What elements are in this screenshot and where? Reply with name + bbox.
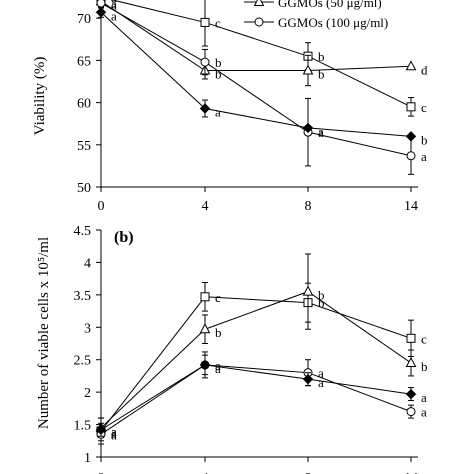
data-point-triangle (405, 60, 417, 71)
x-tick-label: 0 (98, 199, 105, 214)
panel-label: (b) (114, 229, 134, 246)
y-tick-label: 65 (77, 54, 91, 69)
significance-label: b (318, 49, 325, 64)
significance-label: b (318, 288, 325, 303)
series-line-diamond (100, 364, 412, 431)
data-point-diamond (199, 103, 211, 114)
significance-label: a (318, 366, 324, 381)
significance-label: a (318, 124, 324, 139)
x-tick-label: 14 (404, 471, 418, 474)
significance-label: b (421, 359, 428, 374)
significance-label: a (111, 424, 117, 439)
series-line-circle (100, 364, 412, 435)
significance-label: a (421, 149, 427, 164)
data-point-circle (96, 0, 106, 8)
significance-label: b (318, 67, 325, 82)
significance-label: a (421, 405, 427, 420)
x-tick-label: 4 (202, 471, 209, 474)
legend-marker-circle (254, 17, 264, 27)
y-axis-label: Number of viable cells x 10⁵/ml (36, 237, 52, 429)
significance-label: a (111, 427, 117, 442)
significance-label: c (421, 100, 427, 115)
significance-label: a (111, 424, 117, 439)
y-tick-label: 2 (84, 386, 91, 401)
x-tick-label: 4 (202, 199, 209, 214)
legend-marker-triangle (253, 0, 265, 6)
series-line-triangle (100, 291, 412, 429)
data-point-diamond (405, 131, 417, 142)
x-tick-label: 14 (404, 199, 418, 214)
data-point-diamond (95, 424, 107, 435)
significance-label: a (111, 426, 117, 441)
data-point-square (406, 333, 416, 343)
data-point-circle (200, 57, 210, 67)
significance-label: a (111, 0, 117, 5)
data-point-square (200, 17, 210, 27)
data-point-triangle (405, 356, 417, 367)
y-tick-label: 1 (84, 451, 91, 466)
significance-label: c (421, 331, 427, 346)
significance-label: a (111, 0, 117, 12)
significance-label: b (215, 67, 222, 82)
y-tick-label: 4 (84, 256, 91, 271)
y-tick-label: 3.5 (74, 289, 92, 304)
data-point-diamond (405, 388, 417, 400)
significance-label: a (215, 105, 221, 120)
data-point-circle (406, 151, 416, 161)
significance-label: b (318, 296, 325, 311)
y-tick-label: 50 (77, 181, 91, 196)
data-point-diamond (199, 359, 211, 371)
y-axis-label: Viability (%) (32, 57, 48, 136)
series-line-triangle (100, 0, 412, 72)
data-point-circle (406, 407, 416, 417)
significance-label: a (215, 361, 221, 376)
y-tick-label: 2.5 (74, 354, 92, 369)
significance-label: a (318, 375, 324, 390)
significance-label: a (215, 358, 221, 373)
y-tick-label: 3 (84, 321, 91, 336)
y-tick-label: 4.5 (74, 224, 92, 239)
series-line-square (110, 0, 412, 108)
significance-label: b (215, 55, 222, 70)
y-tick-label: 60 (77, 97, 91, 112)
data-point-triangle (199, 323, 211, 334)
data-point-triangle (302, 64, 314, 75)
data-point-diamond (302, 373, 314, 385)
significance-label: a (111, 0, 117, 11)
data-point-square (406, 102, 416, 112)
y-tick-label: 70 (77, 12, 91, 27)
data-point-square (200, 292, 210, 302)
series-line-diamond (100, 11, 412, 137)
y-tick-label: 55 (77, 139, 91, 154)
y-tick-label: 1.5 (74, 419, 92, 434)
data-point-triangle (302, 285, 314, 296)
significance-label: a (111, 8, 117, 23)
data-point-diamond (95, 7, 107, 18)
data-point-diamond (302, 122, 314, 134)
significance-label: c (215, 15, 221, 30)
significance-label: b (421, 132, 428, 147)
significance-label: c (215, 290, 221, 305)
x-tick-label: 0 (98, 471, 105, 474)
significance-label: b (215, 325, 222, 340)
significance-label: a (318, 125, 324, 140)
x-tick-label: 8 (305, 471, 312, 474)
x-tick-label: 8 (305, 199, 312, 214)
significance-label: a (421, 390, 427, 405)
legend-label: GGMOs (100 μg/ml) (278, 15, 388, 30)
legend-label: GGMOs (50 μg/ml) (278, 0, 382, 10)
significance-label: d (421, 62, 428, 77)
series-line-square (100, 296, 412, 432)
series-line-circle (100, 2, 412, 157)
